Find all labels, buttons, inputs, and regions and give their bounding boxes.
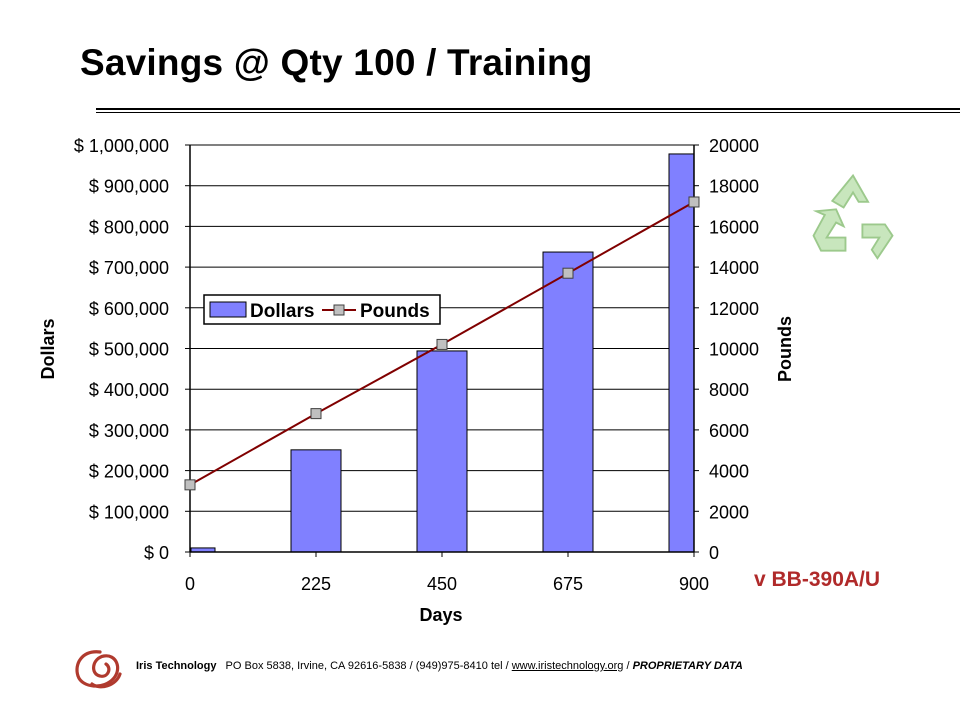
y-tick-label: $ 200,000 bbox=[89, 462, 169, 482]
y-tick-label: $ 100,000 bbox=[89, 502, 169, 522]
y2-tick-label: 0 bbox=[709, 543, 719, 563]
bar-dollars bbox=[668, 153, 695, 553]
y-tick-label: $ 600,000 bbox=[89, 299, 169, 319]
legend-swatch-dollars bbox=[209, 301, 247, 318]
y2-tick-label: 14000 bbox=[709, 258, 759, 278]
point-pounds bbox=[436, 338, 448, 350]
y-tick-label: $ 900,000 bbox=[89, 177, 169, 197]
y2-tick-label: 4000 bbox=[709, 462, 749, 482]
y-tick-label: $ 300,000 bbox=[89, 421, 169, 441]
bar-dollars bbox=[290, 449, 342, 553]
y2-tick-label: 20000 bbox=[709, 136, 759, 156]
y-axis-title: Dollars bbox=[38, 318, 58, 379]
title-divider-thin bbox=[96, 112, 960, 113]
y2-tick-label: 16000 bbox=[709, 217, 759, 237]
y2-tick-label: 10000 bbox=[709, 340, 759, 360]
y2-tick-label: 12000 bbox=[709, 299, 759, 319]
footer-website-link[interactable]: www.iristechnology.org bbox=[511, 660, 624, 672]
x-tick-label: 900 bbox=[679, 574, 709, 594]
footer-company: Iris Technology bbox=[136, 660, 217, 672]
y-tick-label: $ 1,000,000 bbox=[74, 136, 169, 156]
x-tick-label: 675 bbox=[553, 574, 583, 594]
slide-title: Savings @ Qty 100 / Training bbox=[80, 42, 593, 83]
y2-tick-label: 6000 bbox=[709, 421, 749, 441]
legend-label-dollars: Dollars bbox=[250, 301, 314, 322]
point-pounds bbox=[562, 267, 574, 279]
legend-marker-pounds bbox=[333, 304, 345, 316]
point-pounds bbox=[310, 408, 322, 420]
bar-dollars bbox=[542, 251, 594, 553]
y2-tick-label: 2000 bbox=[709, 502, 749, 522]
model-badge: v BB-390A/U bbox=[754, 568, 881, 591]
y-tick-label: $ 0 bbox=[144, 543, 169, 563]
x-tick-label: 225 bbox=[301, 574, 331, 594]
recycle-icon bbox=[812, 173, 894, 260]
footer: Iris Technology PO Box 5838, Irvine, CA … bbox=[136, 660, 743, 672]
title-divider bbox=[96, 108, 960, 110]
y2-axis-title: Pounds bbox=[775, 316, 795, 382]
x-axis-title: Days bbox=[419, 605, 462, 625]
footer-separator: / bbox=[623, 660, 633, 672]
y2-tick-label: 18000 bbox=[709, 177, 759, 197]
footer-address: PO Box 5838, Irvine, CA 92616-5838 / (94… bbox=[225, 660, 512, 672]
point-pounds bbox=[688, 196, 700, 208]
iris-logo-icon bbox=[75, 650, 122, 689]
y-tick-label: $ 500,000 bbox=[89, 340, 169, 360]
y2-tick-label: 8000 bbox=[709, 380, 749, 400]
legend-label-pounds: Pounds bbox=[360, 301, 430, 322]
footer-proprietary: PROPRIETARY DATA bbox=[632, 660, 743, 672]
bar-dollars bbox=[416, 350, 468, 553]
y-tick-label: $ 400,000 bbox=[89, 380, 169, 400]
x-tick-label: 0 bbox=[185, 574, 195, 594]
y-tick-label: $ 700,000 bbox=[89, 258, 169, 278]
y-tick-label: $ 800,000 bbox=[89, 217, 169, 237]
x-tick-label: 450 bbox=[427, 574, 457, 594]
point-pounds bbox=[184, 479, 196, 491]
